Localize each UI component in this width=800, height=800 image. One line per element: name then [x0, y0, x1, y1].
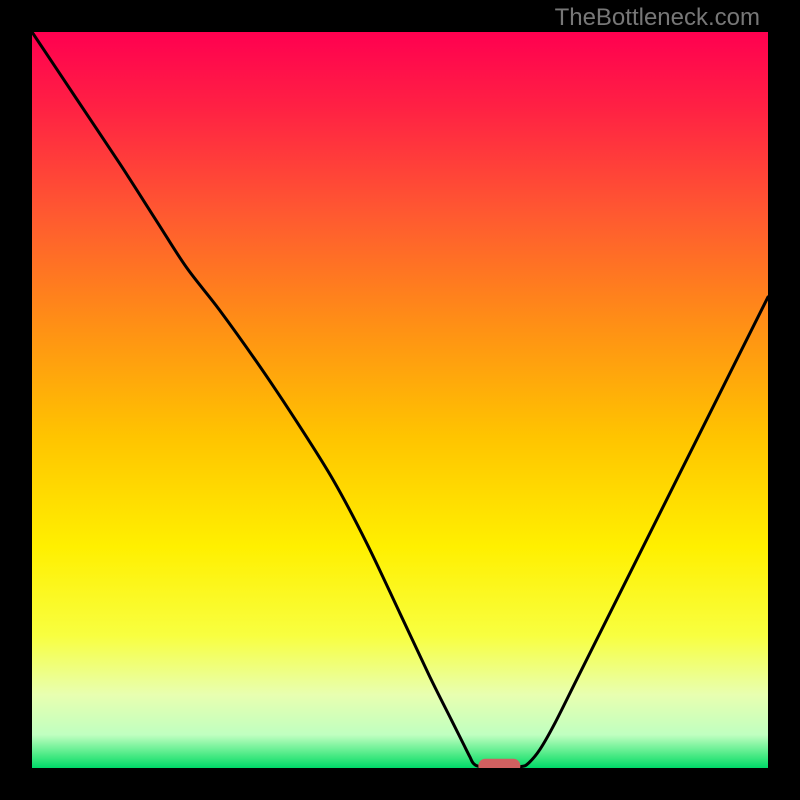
v-curve-path — [32, 32, 768, 767]
watermark-text: TheBottleneck.com — [555, 4, 760, 32]
chart-frame: TheBottleneck.com — [0, 0, 800, 800]
optimum-marker — [478, 759, 520, 768]
bottleneck-curve — [32, 32, 768, 768]
plot-area — [32, 32, 768, 768]
